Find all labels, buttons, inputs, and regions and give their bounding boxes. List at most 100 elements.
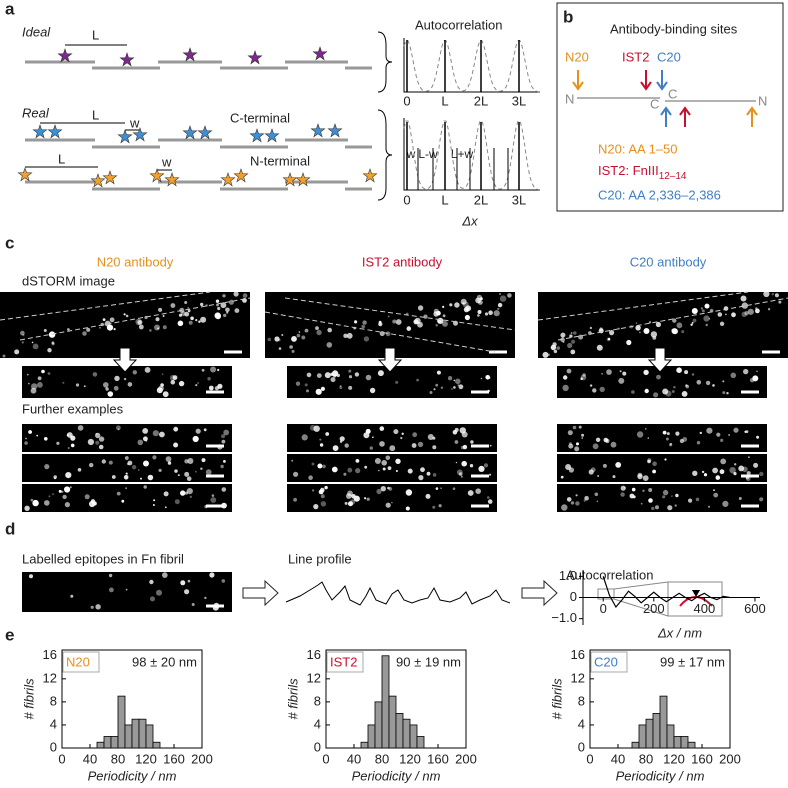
x-tick-label: 0: [600, 601, 607, 616]
fluorescence-spot: [395, 380, 399, 384]
fluorescence-spot: [691, 322, 694, 324]
fluorescence-spot: [30, 498, 34, 502]
fluorescence-spot: [560, 475, 564, 479]
fluorescence-spot: [447, 376, 453, 381]
fluorescence-spot: [31, 341, 34, 344]
fluorescence-spot: [103, 382, 109, 388]
fluorescence-spot: [648, 488, 653, 492]
fluorescence-spot: [581, 437, 583, 439]
fluorescence-spot: [437, 320, 441, 324]
fluorescence-spot: [58, 489, 62, 493]
fluorescence-spot: [274, 336, 280, 342]
fluorescence-spot: [562, 341, 565, 343]
fluorescence-spot: [354, 372, 360, 377]
epitope-star: [312, 46, 328, 61]
fluorescence-spot: [187, 306, 189, 309]
fluorescence-spot: [420, 467, 425, 473]
fluorescence-spot: [144, 367, 151, 373]
label: N-terminal: [250, 153, 310, 168]
fluorescence-spot: [690, 323, 693, 326]
x-tick-label: 40: [83, 751, 97, 766]
panel-letter: d: [5, 519, 15, 538]
fluorescence-spot: [712, 467, 718, 474]
fluorescence-spot: [14, 349, 20, 355]
x-axis-label: Periodicity / nm: [352, 768, 441, 783]
fluorescence-spot: [320, 501, 327, 507]
fluorescence-spot: [477, 310, 482, 314]
fluorescence-spot: [385, 455, 391, 461]
fluorescence-spot: [116, 491, 121, 496]
fluorescence-spot: [715, 475, 721, 480]
fluorescence-spot: [106, 324, 114, 331]
fluorescence-spot: [278, 347, 282, 350]
fluorescence-spot: [67, 328, 70, 331]
fluorescence-spot: [449, 303, 453, 307]
fluorescence-spot: [740, 295, 747, 302]
fluorescence-spot: [669, 443, 673, 447]
x-tick-label: 200: [719, 751, 741, 766]
y-tick-label: 4: [50, 716, 57, 731]
fluorescence-spot: [30, 387, 37, 394]
x-tick-label: 120: [135, 751, 157, 766]
fluorescence-spot: [570, 349, 576, 355]
fluorescence-spot: [123, 313, 126, 316]
fluorescence-spot: [366, 497, 370, 501]
histogram-bar: [131, 718, 140, 749]
fluorescence-spot: [125, 487, 127, 490]
fluorescence-spot: [28, 430, 32, 434]
annotation: 99 ± 17 nm: [660, 654, 725, 669]
autocorrelation-line: [602, 576, 730, 609]
fluorescence-spot: [607, 337, 611, 341]
fluorescence-spot: [201, 458, 206, 463]
fluorescence-spot: [158, 468, 162, 472]
fluorescence-spot: [440, 487, 442, 490]
fluorescence-spot: [344, 443, 349, 448]
y-tick-label: 16: [571, 647, 585, 662]
fluorescence-spot: [679, 438, 685, 444]
fluorescence-spot: [454, 427, 459, 432]
fluorescence-spot: [597, 475, 599, 477]
fluorescence-spot: [706, 427, 713, 434]
fluorescence-spot: [108, 573, 113, 578]
fluorescence-spot: [327, 327, 333, 333]
histogram-bar: [103, 736, 112, 749]
fibril: [25, 138, 372, 149]
fluorescence-spot: [186, 476, 192, 482]
fluorescence-spot: [152, 504, 155, 506]
fluorescence-spot: [109, 587, 114, 593]
epitope-star: [132, 127, 148, 142]
fluorescence-spot: [204, 596, 207, 600]
fluorescence-spot: [632, 495, 636, 499]
fluorescence-spot: [631, 390, 635, 394]
fluorescence-spot: [200, 467, 203, 470]
fluorescence-spot: [138, 324, 144, 330]
fluorescence-spot: [703, 473, 708, 477]
fluorescence-spot: [379, 426, 385, 431]
label-box: [326, 651, 364, 673]
fluorescence-spot: [747, 308, 754, 315]
y-tick-label: 1.0: [559, 568, 577, 583]
fluorescence-spot: [382, 467, 386, 471]
fluorescence-spot: [195, 319, 198, 322]
fluorescence-spot: [137, 439, 144, 446]
fluorescence-spot: [41, 369, 45, 374]
fluorescence-spot: [426, 471, 431, 476]
fluorescence-spot: [214, 386, 219, 391]
fluorescence-spot: [44, 437, 48, 441]
fluorescence-spot: [675, 431, 680, 436]
title: Antibody-binding sites: [610, 21, 738, 36]
fluorescence-spot: [592, 443, 599, 450]
fluorescence-spot: [771, 293, 774, 296]
fluorescence-spot: [756, 435, 760, 439]
fluorescence-spot: [720, 458, 727, 465]
fluorescence-spot: [620, 492, 625, 497]
fluorescence-spot: [187, 309, 191, 313]
fluorescence-spot: [379, 441, 385, 447]
fluorescence-spot: [320, 494, 325, 499]
fluorescence-spot: [411, 443, 417, 448]
fluorescence-spot: [388, 487, 393, 491]
fluorescence-spot: [570, 501, 575, 505]
fluorescence-spot: [142, 428, 149, 434]
x-tick-label: 40: [611, 751, 625, 766]
fluorescence-spot: [432, 505, 436, 509]
